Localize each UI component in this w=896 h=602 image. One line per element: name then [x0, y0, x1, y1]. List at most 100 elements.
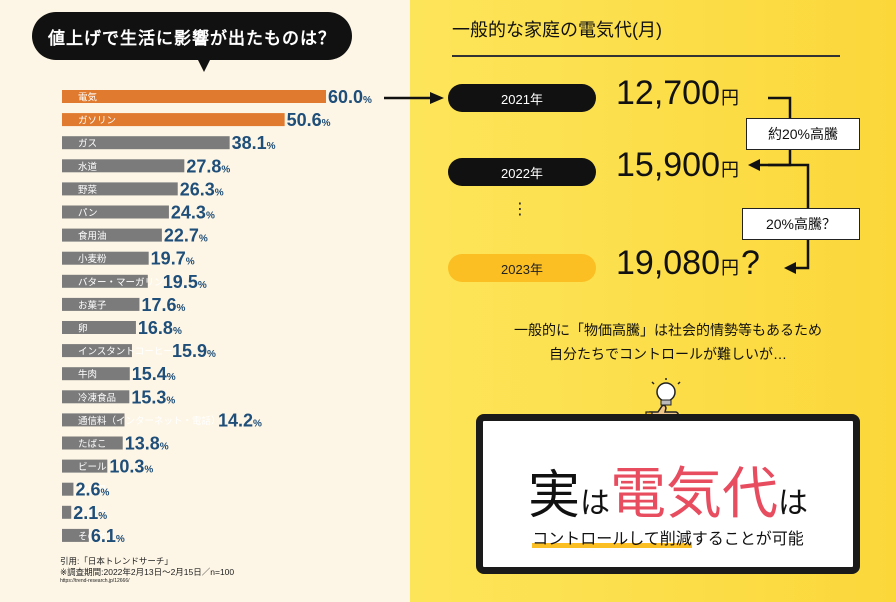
bar-value-label: 13.8% [125, 434, 169, 454]
bar [62, 205, 169, 219]
bar-value-label: 27.8% [186, 156, 230, 176]
price-value-2023: 19,080 [616, 244, 720, 282]
yen-2023: 円 [721, 258, 739, 278]
source-note: 引用:「日本トレンドサーチ」 ※調査期間:2022年2月13日〜2月15日／n=… [60, 556, 234, 585]
bar [62, 321, 136, 334]
bar-value-label: 22.7% [164, 226, 208, 246]
subline: コントロールして削減することが可能 [483, 525, 853, 549]
yen-2022: 円 [721, 160, 739, 180]
bar [62, 482, 74, 496]
bar-category-label: たばこ [78, 439, 107, 450]
bar-value-label: 2.6% [75, 480, 109, 500]
bar-value-label: 50.6% [287, 110, 331, 130]
price-value-2022: 15,900 [616, 146, 720, 184]
question-text: 値上げで生活に影響が出たものは？ [48, 28, 336, 48]
question-bubble: 値上げで生活に影響が出たものは？ [32, 12, 352, 60]
bar-category-label: インスタントコーヒー [78, 347, 173, 358]
rise-label-2: 20%高騰？ [742, 208, 860, 240]
headline-particle-1: は [580, 487, 610, 520]
bar [62, 436, 123, 450]
bar-category-label: 電気 [78, 92, 98, 104]
price-2023: 19,080 円? [616, 244, 760, 283]
year-pill-2023: 2023年 [448, 254, 596, 282]
headline-red-word: 電気代 [610, 462, 778, 525]
message-box: 実は電気代は コントロールして削減することが可能 [476, 414, 860, 574]
bar [62, 413, 125, 427]
bar [62, 136, 230, 150]
bar-category-label: 文房具 [78, 484, 107, 496]
bar-category-label: 通信料（インターネット・電話） [78, 415, 221, 427]
bar-category-label: 野菜 [78, 184, 98, 196]
note-line-1: 一般的に「物価高騰」は社会的情勢等もあるため [514, 322, 822, 338]
rise2-arrow-head [784, 262, 796, 274]
bar-value-label: 6.1% [91, 526, 125, 546]
bar-category-label: ビール [78, 462, 107, 473]
source-line-2: ※調査期間:2022年2月13日〜2月15日／n=100 [60, 567, 235, 577]
title-rule [452, 55, 840, 57]
bubble-tail [196, 56, 212, 72]
headline-word-1: 実 [527, 467, 580, 525]
bar-value-label: 15.3% [131, 387, 175, 407]
rise-label-1: 約20%高騰 [746, 118, 860, 150]
bar [62, 297, 140, 311]
bar-value-label: 26.3% [180, 179, 224, 199]
bar-value-label: 14.2% [218, 410, 262, 430]
bar-category-label: 水道 [78, 161, 98, 173]
bar-category-label: 卵 [78, 324, 88, 335]
bar-value-label: 15.4% [132, 364, 176, 384]
yen-2021: 円 [721, 88, 739, 108]
bar [62, 90, 326, 103]
bar-value-label: 10.3% [109, 457, 153, 477]
note-text: 一般的に「物価高騰」は社会的情勢等もあるため 自分たちでコントロールが難しいが… [440, 318, 896, 366]
headline: 実は電気代は [483, 449, 853, 530]
bar [62, 159, 185, 173]
bar-value-label: 16.8% [138, 318, 182, 338]
bar-category-label: 小麦粉 [78, 253, 107, 265]
ellipsis-dots: ⋮ [512, 201, 528, 218]
bar-value-label: 19.7% [151, 249, 195, 269]
bar-category-label: 牛肉 [78, 369, 97, 381]
bar-chart: 電気 60.0% ガソリン 50.6% ガス 38.1% 水道 27.8% 野菜 26.3% パン 2… [62, 87, 372, 546]
bar-category-label: その他 [78, 530, 107, 542]
bar [62, 367, 130, 381]
price-2021: 12,700 円 [616, 74, 739, 113]
bar-category-label: ガス [78, 139, 97, 150]
price-value-2021: 12,700 [616, 74, 720, 112]
bar [62, 228, 162, 242]
bar [62, 459, 108, 473]
price-2022: 15,900 円 [616, 146, 739, 185]
bar [62, 182, 178, 196]
bar-category-label: 冷凍食品 [78, 392, 116, 404]
source-url: https://trend-research.jp/12666/ [60, 578, 130, 584]
bar-value-label: 2.1% [73, 503, 107, 523]
bar-category-label: ガソリン [78, 116, 116, 127]
bar [62, 251, 149, 265]
year-pill-2021: 2021年 [448, 84, 596, 112]
bar [62, 390, 130, 404]
note-line-2: 自分たちでコントロールが難しいが… [549, 346, 787, 362]
headline-particle-2: は [778, 487, 808, 520]
subline-rest: することが可能 [691, 531, 804, 548]
bar-value-label: 24.3% [171, 203, 215, 223]
bar-category-label: 食用油 [78, 230, 107, 242]
bar-value-label: 60.0% [328, 87, 372, 107]
question-mark: ? [741, 244, 760, 282]
bar [62, 505, 72, 519]
source-line-1: 引用:「日本トレンドサーチ」 [60, 556, 173, 566]
bar [62, 344, 132, 358]
bar-category-label: おむつ [78, 508, 107, 519]
link-arrow-head [430, 92, 444, 104]
bar-value-label: 15.9% [172, 341, 216, 361]
year-pill-2022: 2022年 [448, 158, 596, 186]
subline-highlight: コントロールして削減 [532, 531, 692, 548]
bar-value-label: 17.6% [141, 295, 185, 315]
bar-category-label: バター・マーガリン [78, 277, 164, 288]
bar [62, 274, 148, 288]
right-title: 一般的な家庭の電気代(月) [452, 20, 662, 40]
bar-value-label: 38.1% [232, 133, 276, 153]
bar-category-label: お菓子 [78, 299, 107, 311]
rise1-arrow-head [748, 159, 760, 171]
bar [62, 528, 89, 542]
bar-category-label: パン [78, 208, 97, 219]
